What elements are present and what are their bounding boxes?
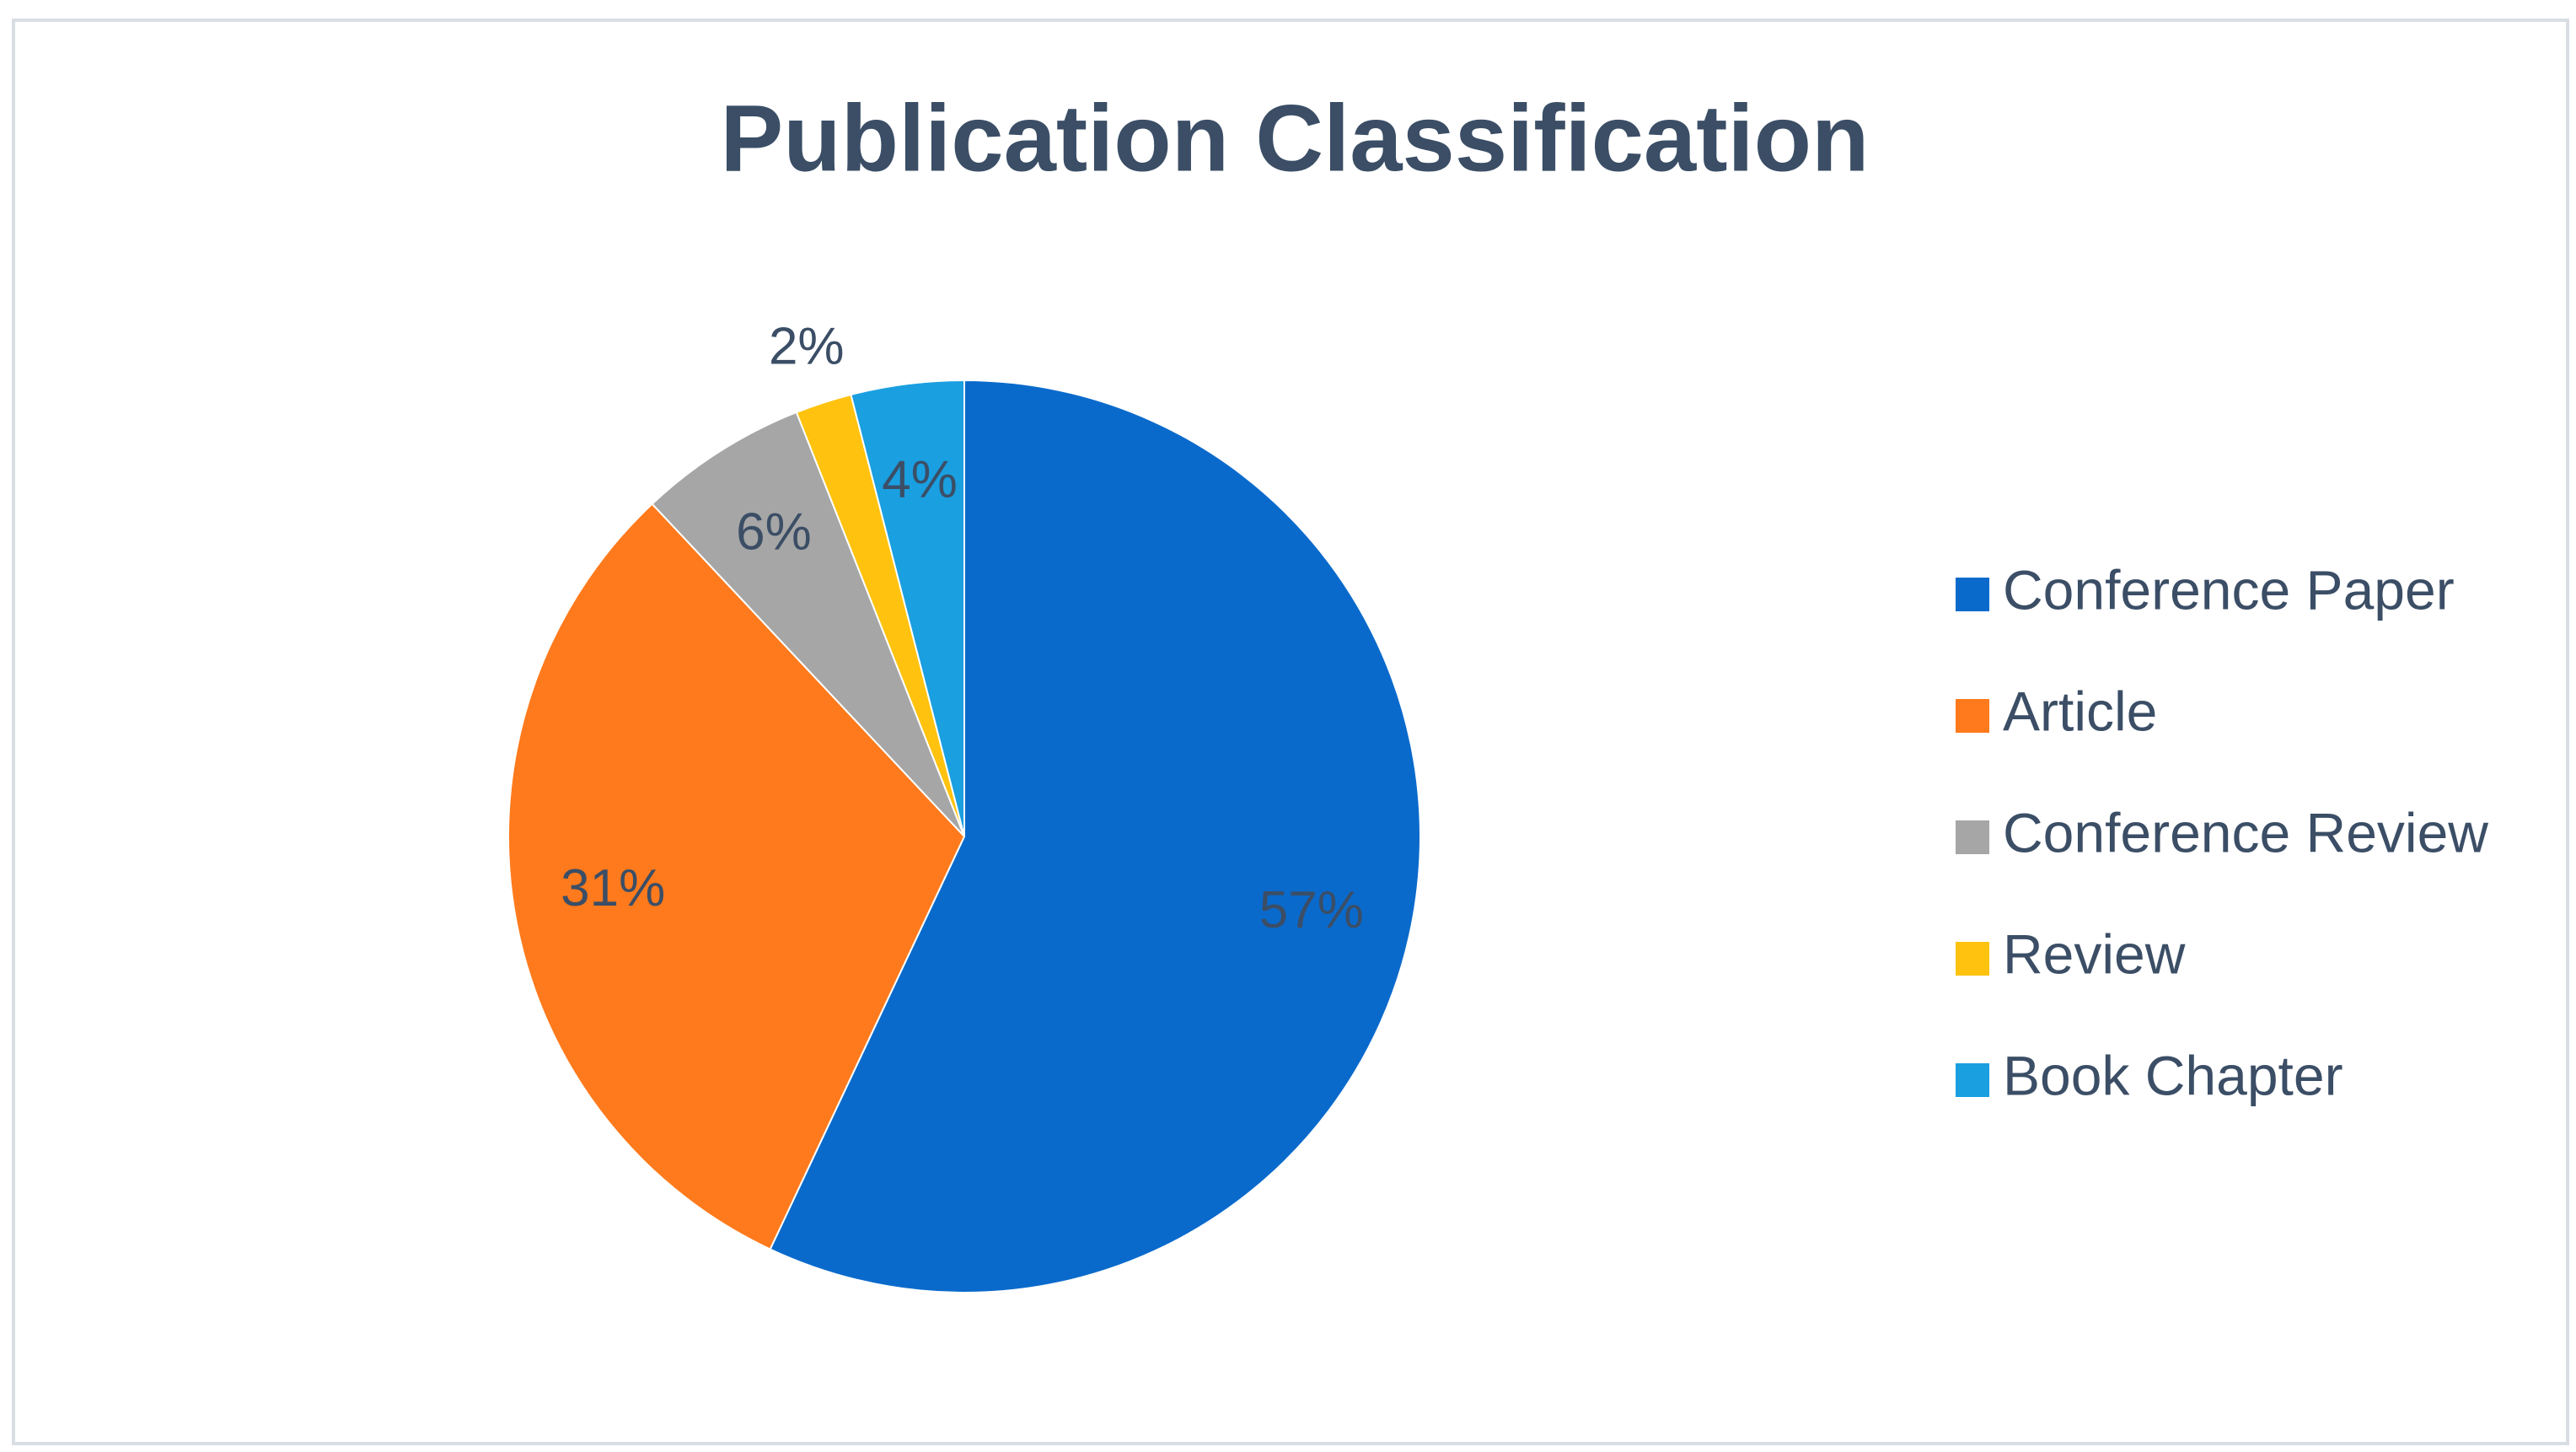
legend-swatch bbox=[1956, 1063, 1989, 1097]
legend-swatch bbox=[1956, 942, 1989, 976]
data-label-value: 31 bbox=[561, 859, 619, 917]
data-label-unit: % bbox=[1318, 881, 1364, 939]
data-label-unit: % bbox=[911, 451, 958, 509]
legend-swatch bbox=[1956, 578, 1989, 611]
legend-label: Book Chapter bbox=[2003, 1044, 2343, 1106]
data-label-unit: % bbox=[797, 318, 844, 376]
data-label: 4% bbox=[882, 451, 958, 509]
legend-label: Review bbox=[2003, 922, 2186, 985]
chart-title: Publication Classification bbox=[721, 86, 1870, 191]
legend-swatch bbox=[1956, 699, 1989, 733]
data-label-value: 4 bbox=[882, 451, 910, 509]
data-label-value: 2 bbox=[769, 318, 797, 376]
data-label: 2% bbox=[769, 318, 845, 376]
data-label: 31% bbox=[561, 859, 665, 917]
data-label: 57% bbox=[1259, 881, 1364, 939]
legend-label: Article bbox=[2003, 680, 2157, 742]
data-label: 6% bbox=[736, 503, 812, 562]
pie-slice bbox=[651, 411, 965, 837]
data-label-value: 57 bbox=[1259, 881, 1318, 939]
pie-slice bbox=[769, 379, 1421, 1293]
pie-slice bbox=[507, 503, 966, 1250]
data-label-unit: % bbox=[765, 503, 812, 562]
legend-swatch bbox=[1956, 820, 1989, 854]
legend-label: Conference Review bbox=[2003, 801, 2488, 863]
data-label-value: 6 bbox=[736, 503, 765, 562]
data-label-unit: % bbox=[619, 859, 665, 917]
pie-slice bbox=[850, 379, 965, 837]
legend-label: Conference Paper bbox=[2003, 558, 2455, 621]
